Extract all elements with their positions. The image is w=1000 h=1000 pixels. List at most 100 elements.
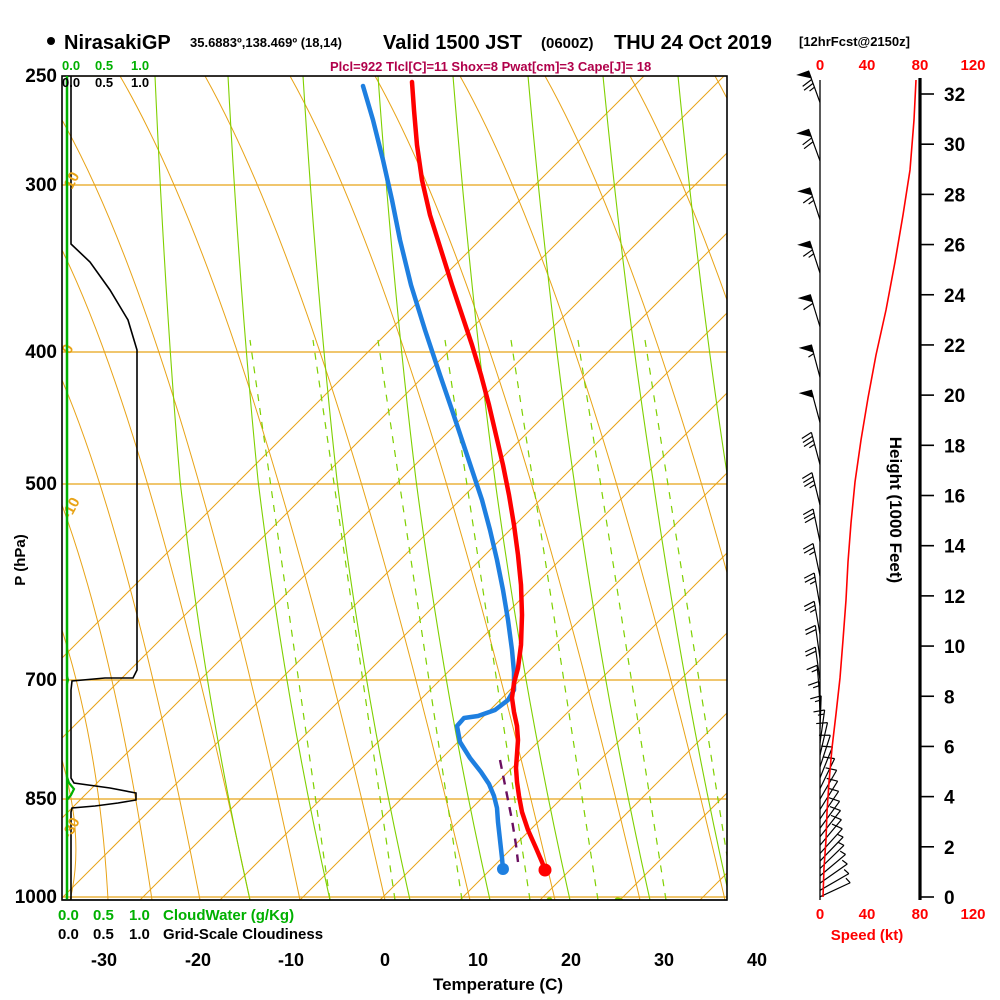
speed-tick-top-2: 80	[912, 57, 929, 74]
wind-barb	[802, 508, 821, 542]
cloudiness-tick-top-0: 0.0	[62, 75, 80, 90]
wind-barb-half	[837, 833, 844, 838]
wind-barb-full	[806, 664, 818, 671]
cloudwater-tick-bottom-1: 0.5	[93, 907, 114, 924]
wind-barb-pennant	[797, 240, 813, 249]
wind-barb-full	[802, 476, 814, 484]
cloudwater-tick-top-1: 0.5	[95, 58, 113, 73]
wind-barb	[801, 472, 821, 506]
height-tick-label-30: 30	[944, 135, 965, 156]
temperature-surface-point	[538, 863, 552, 877]
height-tick-label-12: 12	[944, 587, 965, 608]
wind-barb-half	[814, 699, 822, 703]
speed-tick-bottom-0: 0	[816, 906, 824, 923]
wind-barb-pennant	[797, 294, 814, 303]
pressure-tick-400: 400	[25, 342, 57, 363]
pressure-tick-700: 700	[25, 670, 57, 691]
wind-barb-pennant	[798, 389, 815, 398]
wind-barb-full	[803, 439, 814, 447]
wind-barb-full	[804, 604, 816, 612]
valid-time: Valid 1500 JST	[383, 32, 522, 54]
wind-barb-half	[809, 86, 815, 92]
wind-barb-full	[829, 806, 841, 812]
wind-barb-full	[825, 767, 837, 771]
wind-barb	[819, 833, 844, 862]
height-tick-label-2: 2	[944, 838, 955, 859]
forecast-tag: [12hrFcst@2150z]	[799, 34, 910, 49]
cloudiness-tick-top-1: 0.5	[95, 75, 113, 90]
dewpoint-surface-point	[497, 863, 509, 875]
wind-barb-full	[803, 547, 815, 554]
height-tick-label-10: 10	[944, 637, 965, 658]
wind-barb-full	[804, 646, 816, 653]
wind-barb-column	[796, 70, 851, 900]
wind-barb-half	[839, 850, 846, 855]
speed-axis-label: Speed (kt)	[831, 927, 904, 944]
wind-barb-full	[813, 709, 825, 713]
wind-barb-pennant	[797, 187, 813, 196]
height-tick-label-24: 24	[944, 286, 966, 307]
adiabat-label-right-0: 0	[723, 235, 742, 250]
wind-barb-full	[801, 472, 813, 480]
height-tick-label-32: 32	[944, 85, 965, 106]
pressure-tick-1000: 1000	[15, 887, 57, 908]
temperature-tick-5: 20	[561, 950, 581, 970]
wind-barb-half	[838, 841, 845, 846]
cloudiness-tick-bottom-2: 1.0	[129, 926, 150, 943]
height-tick-label-8: 8	[944, 687, 955, 708]
wind-barb	[816, 722, 829, 756]
wind-barb	[813, 709, 826, 744]
wind-barb-full	[803, 480, 815, 488]
temperature-tick-4: 10	[468, 950, 488, 970]
cloudwater-tick-top-0: 0.0	[62, 58, 80, 73]
wind-barb	[804, 624, 821, 659]
cloudwater-axis-label: CloudWater (g/Kg)	[163, 907, 294, 924]
wind-barb-full	[802, 195, 813, 204]
wind-barb	[798, 389, 821, 423]
wind-barb-full	[802, 78, 812, 87]
temperature-tick-6: 30	[654, 950, 674, 970]
wind-barb	[818, 734, 831, 768]
speed-tick-top-0: 0	[816, 57, 824, 74]
height-tick-label-20: 20	[944, 386, 965, 407]
wind-barb-full	[801, 431, 812, 440]
temperature-profile	[409, 79, 548, 873]
wind-barb-full	[803, 572, 815, 579]
wind-barb-full	[807, 680, 820, 686]
mixing-ratio-label-5: 20	[608, 895, 630, 916]
cloudwater-tick-bottom-2: 1.0	[129, 907, 150, 924]
temperature-tick-3: 0	[380, 950, 390, 970]
wind-barb	[819, 745, 834, 779]
wind-barb-full	[802, 508, 814, 516]
top-scale-labels: 0.0 0.5 1.0 0.0 0.5 1.0	[62, 58, 149, 90]
wind-barb-full	[803, 600, 815, 608]
wind-barb	[819, 814, 842, 846]
pressure-tick-250: 250	[25, 66, 57, 87]
wind-barb-full	[804, 516, 816, 524]
wind-barb	[797, 240, 821, 274]
pressure-tick-850: 850	[25, 789, 57, 810]
wind-barb	[801, 431, 821, 465]
wind-barb-half	[809, 484, 816, 489]
wind-barb	[803, 572, 821, 606]
speed-tick-bottom-3: 120	[960, 906, 985, 923]
wind-barb-half	[817, 713, 825, 716]
parcel-trajectory	[498, 759, 520, 863]
wind-barb-full	[803, 82, 814, 91]
wind-barb-full	[804, 576, 816, 583]
sounding-parameters: Plcl=922 Tlcl[C]=11 Shox=8 Pwat[cm]=3 Ca…	[330, 59, 651, 74]
wind-barb-full	[821, 745, 833, 748]
wind-barb	[798, 344, 821, 378]
wind-barb-half	[812, 685, 820, 689]
wind-barb-half	[841, 859, 848, 865]
wind-barb-full	[803, 512, 815, 520]
height-tick-label-0: 0	[944, 888, 955, 909]
cloudwater-tick-top-2: 1.0	[131, 58, 149, 73]
wind-barb-full	[823, 756, 835, 760]
header: NirasakiGP 35.6883º,138.469º (18,14) Val…	[47, 32, 910, 74]
wind-barb-half	[809, 443, 815, 449]
wind-barb-pennant	[798, 344, 815, 353]
wind-barb	[819, 806, 841, 838]
